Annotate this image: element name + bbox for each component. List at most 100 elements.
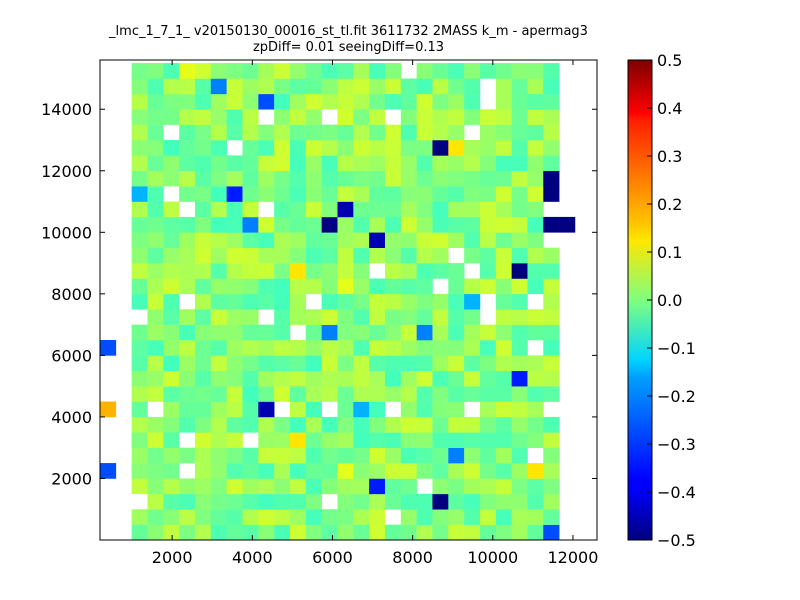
heatmap-cell [479, 416, 497, 433]
heatmap-cell [416, 340, 433, 356]
heatmap-cell [511, 93, 528, 110]
heatmap-cell [147, 78, 164, 95]
heatmap-cell [400, 340, 417, 356]
heatmap-cell [210, 509, 227, 525]
heatmap-cell [194, 324, 212, 341]
heatmap-cell [210, 278, 227, 295]
heatmap-cell [353, 278, 370, 295]
heatmap-cell [289, 63, 307, 79]
heatmap-cell [369, 170, 386, 187]
colorbar-tick-label: −0.1 [657, 339, 696, 358]
heatmap-cell [163, 78, 180, 95]
heatmap-cell [337, 386, 354, 402]
heatmap-cell [495, 447, 512, 464]
heatmap-cell [163, 355, 180, 372]
x-tick-label: 2000 [152, 548, 193, 567]
heatmap-cell [258, 93, 275, 110]
heatmap-cell [432, 401, 449, 418]
heatmap-cell [321, 232, 338, 248]
y-tick-label: 12000 [41, 162, 92, 181]
heatmap-cell [274, 370, 291, 387]
heatmap-cell [147, 463, 164, 479]
heatmap-cell [400, 355, 417, 372]
heatmap-cell [495, 247, 512, 264]
heatmap-cell [416, 155, 433, 172]
heatmap-cell [353, 432, 370, 448]
heatmap-cell [543, 155, 560, 172]
heatmap-cell [384, 78, 402, 95]
heatmap-cell [163, 309, 180, 325]
heatmap-cell [353, 186, 370, 202]
heatmap-cell [337, 263, 354, 279]
heatmap-cell [147, 386, 164, 402]
heatmap-cell [432, 463, 449, 479]
heatmap-cell [321, 155, 338, 172]
heatmap-cell [464, 93, 481, 110]
heatmap-cell [147, 370, 164, 387]
heatmap-cell [495, 93, 512, 110]
heatmap-cell [289, 493, 307, 510]
heatmap-cell [131, 263, 148, 279]
heatmap-cell [163, 278, 180, 295]
heatmap-cell [131, 293, 148, 310]
heatmap-cell [226, 386, 243, 402]
heatmap-cell [242, 140, 259, 156]
colorbar-tick-label: 0.2 [657, 195, 682, 214]
heatmap-cell [242, 93, 259, 110]
heatmap-cell [495, 463, 512, 479]
heatmap-cell [274, 186, 291, 202]
heatmap-cell [432, 416, 449, 433]
heatmap-cell [258, 478, 275, 495]
heatmap-cell [147, 124, 164, 141]
heatmap-cell [100, 401, 117, 418]
heatmap-cell [337, 432, 354, 448]
heatmap-cell [242, 401, 259, 418]
heatmap-cell [511, 124, 528, 141]
heatmap-cell [163, 447, 180, 464]
y-tick-label: 10000 [41, 223, 92, 242]
heatmap-cell [543, 447, 560, 464]
heatmap-cell [448, 309, 465, 325]
heatmap-cell [179, 247, 196, 264]
heatmap-cell [321, 63, 338, 79]
heatmap-cell [147, 340, 164, 356]
heatmap-cell [194, 401, 212, 418]
heatmap-cell [400, 78, 417, 95]
heatmap-cell [163, 63, 180, 79]
heatmap-cell [131, 432, 148, 448]
heatmap-cell [479, 247, 497, 264]
heatmap-cell [242, 370, 259, 387]
heatmap-cell [448, 509, 465, 525]
heatmap-cell [210, 216, 227, 233]
heatmap-cell [305, 170, 322, 187]
heatmap-cell [274, 140, 291, 156]
heatmap-cell [353, 401, 370, 418]
y-tick-label: 14000 [41, 100, 92, 119]
heatmap-cell [226, 493, 243, 510]
heatmap-cell [495, 416, 512, 433]
heatmap-cell [242, 355, 259, 372]
heatmap-cell [242, 278, 259, 295]
heatmap-cell [495, 401, 512, 418]
heatmap-cell [131, 140, 148, 156]
heatmap-cell [337, 340, 354, 356]
heatmap-cell [210, 493, 227, 510]
heatmap-cell [163, 340, 180, 356]
heatmap-cell [210, 324, 227, 341]
heatmap-cell [210, 232, 227, 248]
heatmap-cell [305, 278, 322, 295]
heatmap-cell [147, 278, 164, 295]
heatmap-cell [527, 386, 544, 402]
heatmap-cell [131, 216, 148, 233]
heatmap-cell [321, 216, 338, 233]
heatmap-cell [384, 216, 402, 233]
heatmap-cell [353, 493, 370, 510]
heatmap-cell [464, 170, 481, 187]
heatmap-cell [258, 355, 275, 372]
heatmap-cell [369, 493, 386, 510]
heatmap-cell [416, 509, 433, 525]
heatmap-cell [194, 447, 212, 464]
heatmap-cell [400, 278, 417, 295]
heatmap-cell [464, 340, 481, 356]
heatmap-cell [527, 463, 544, 479]
